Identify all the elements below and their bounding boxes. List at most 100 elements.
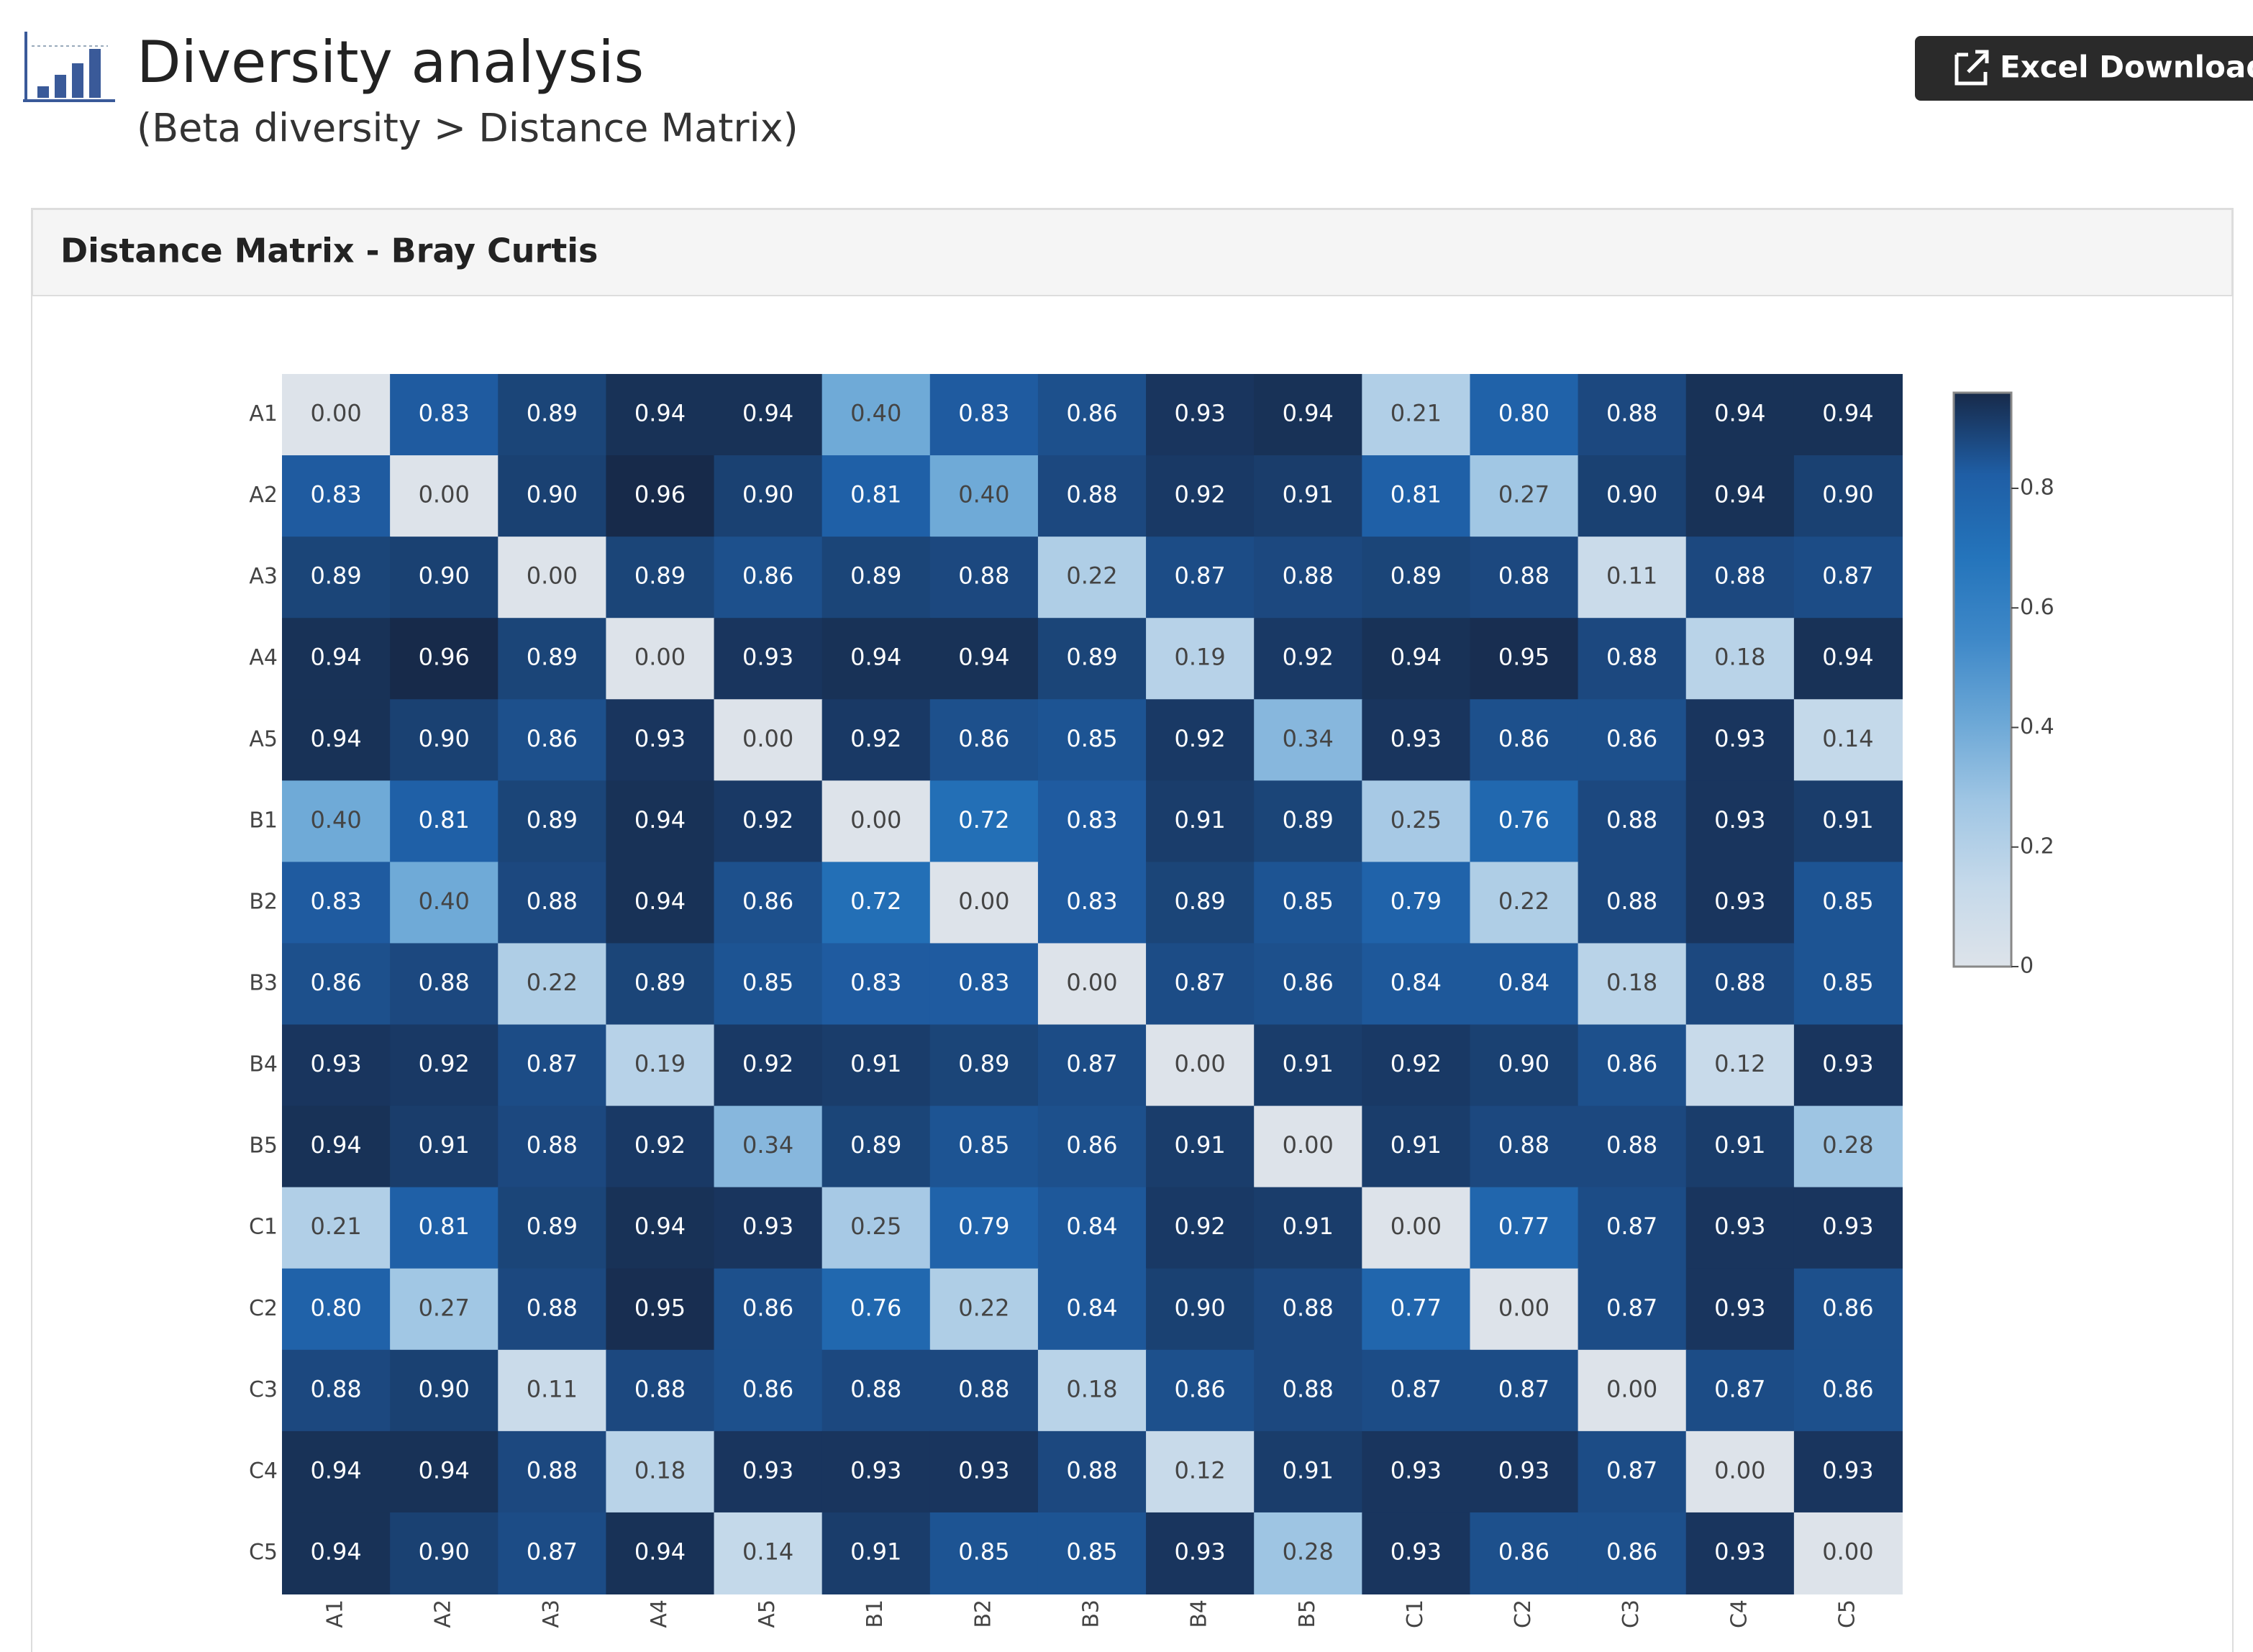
heatmap-cell [1254, 374, 1363, 457]
heatmap-cell [1578, 1268, 1687, 1351]
cell-label: 0.91 [850, 1538, 901, 1565]
export-icon[interactable] [1954, 50, 1989, 86]
heatmap-cell [1470, 1268, 1579, 1351]
cell-label: 0.83 [1066, 806, 1117, 834]
heatmap-cell [390, 862, 499, 944]
heatmap-cell [498, 699, 607, 782]
y-tick-label: A5 [249, 726, 278, 752]
heatmap-cell [1793, 1349, 1903, 1432]
heatmap-cell [714, 1430, 823, 1513]
heatmap-cell [498, 780, 607, 863]
cell-label: 0.86 [958, 725, 1009, 752]
heatmap-cell [821, 455, 931, 538]
cell-label: 0.93 [1175, 400, 1226, 427]
cell-label: 0.94 [634, 1213, 686, 1240]
cell-label: 0.85 [1066, 1538, 1117, 1565]
heatmap-cell [821, 1268, 931, 1351]
heatmap-cell [1685, 1187, 1795, 1269]
x-tick-label: C1 [1403, 1599, 1428, 1628]
cell-label: 0.88 [419, 969, 470, 996]
heatmap-cell [282, 1349, 391, 1432]
heatmap-cell [1578, 1024, 1687, 1107]
heatmap-cell [1362, 1512, 1471, 1594]
cell-label: 0.90 [527, 481, 578, 508]
x-tick-label: B2 [970, 1599, 996, 1628]
heatmap-cell [1254, 780, 1363, 863]
y-tick-label: A1 [249, 401, 278, 426]
heatmap-cell [1146, 1105, 1255, 1188]
button-background[interactable] [1915, 36, 2253, 101]
heatmap-cell [606, 537, 715, 619]
heatmap-cell [498, 1187, 607, 1269]
heatmap-cell [390, 618, 499, 700]
heatmap-cell [1037, 1105, 1147, 1188]
cell-label: 0.94 [1822, 644, 1873, 671]
cell-label: 0.92 [1391, 1050, 1442, 1077]
heatmap-cell [390, 1105, 499, 1188]
heatmap-cell [606, 699, 715, 782]
cell-label: 0.96 [419, 644, 470, 671]
y-tick-label: A2 [249, 483, 278, 508]
cell-label: 0.92 [1175, 725, 1226, 752]
cell-label: 0.93 [1714, 1294, 1765, 1321]
cell-label: 0.93 [634, 725, 686, 752]
heatmap-cell [282, 618, 391, 700]
button-label[interactable]: Excel Download [2000, 50, 2253, 85]
cell-label: 0.93 [1714, 887, 1765, 915]
heatmap-cell [1037, 374, 1147, 457]
cell-label: 0.94 [1391, 644, 1442, 671]
excel-download-button[interactable]: Excel Download [1915, 36, 2253, 101]
heatmap-cell [929, 862, 1039, 944]
cell-label: 0.90 [419, 1375, 470, 1402]
cell-label: 0.93 [1175, 1538, 1226, 1565]
cell-label: 0.91 [1283, 1456, 1334, 1484]
cell-label: 0.89 [850, 562, 901, 590]
cell-label: 0.12 [1175, 1456, 1226, 1484]
heatmap-cell [1362, 374, 1471, 457]
cell-label: 0.93 [742, 644, 793, 671]
cell-label: 0.21 [1391, 400, 1442, 427]
heatmap-cell [1578, 1430, 1687, 1513]
heatmap-cell [1362, 699, 1471, 782]
cell-label: 0.93 [1714, 725, 1765, 752]
heatmap-cell [390, 455, 499, 538]
heatmap-cell [606, 1187, 715, 1269]
heatmap-cell [498, 1512, 607, 1594]
cell-label: 0.86 [742, 887, 793, 915]
cell-label: 0.93 [310, 1050, 361, 1077]
heatmap-cell [390, 1512, 499, 1594]
heatmap-cell [1685, 862, 1795, 944]
heatmap-cell [1685, 1268, 1795, 1351]
cell-label: 0.87 [1714, 1375, 1765, 1402]
heatmap-cell [1685, 943, 1795, 1026]
cell-label: 0.92 [850, 725, 901, 752]
heatmap-cell [1470, 943, 1579, 1026]
x-tick-label: B5 [1295, 1599, 1320, 1628]
cell-label: 0.00 [1283, 1131, 1334, 1159]
cell-label: 0.85 [742, 969, 793, 996]
heatmap-cell [390, 537, 499, 619]
cell-label: 0.40 [850, 400, 901, 427]
cell-label: 0.81 [850, 481, 901, 508]
heatmap-cell [821, 780, 931, 863]
heatmap-cell [1685, 1105, 1795, 1188]
x-tick-label: A4 [647, 1599, 672, 1628]
cell-label: 0.93 [1714, 1213, 1765, 1240]
panel-header [32, 209, 2233, 296]
cell-label: 0.87 [1606, 1294, 1657, 1321]
y-tick-label: B4 [249, 1052, 278, 1077]
heatmap-cell [390, 374, 499, 457]
cell-label: 0.22 [527, 969, 578, 996]
cell-label: 0.93 [1498, 1456, 1549, 1484]
heatmap-cell [929, 455, 1039, 538]
heatmap-cell [390, 699, 499, 782]
cell-label: 0.40 [958, 481, 1009, 508]
cell-label: 0.00 [850, 806, 901, 834]
heatmap-cell [1037, 1268, 1147, 1351]
heatmap-cell [1578, 943, 1687, 1026]
heatmap-cell [1362, 1024, 1471, 1107]
heatmap-cell [1146, 1024, 1255, 1107]
heatmap-cell [498, 1430, 607, 1513]
cell-label: 0.81 [1391, 481, 1442, 508]
heatmap-cell [714, 618, 823, 700]
